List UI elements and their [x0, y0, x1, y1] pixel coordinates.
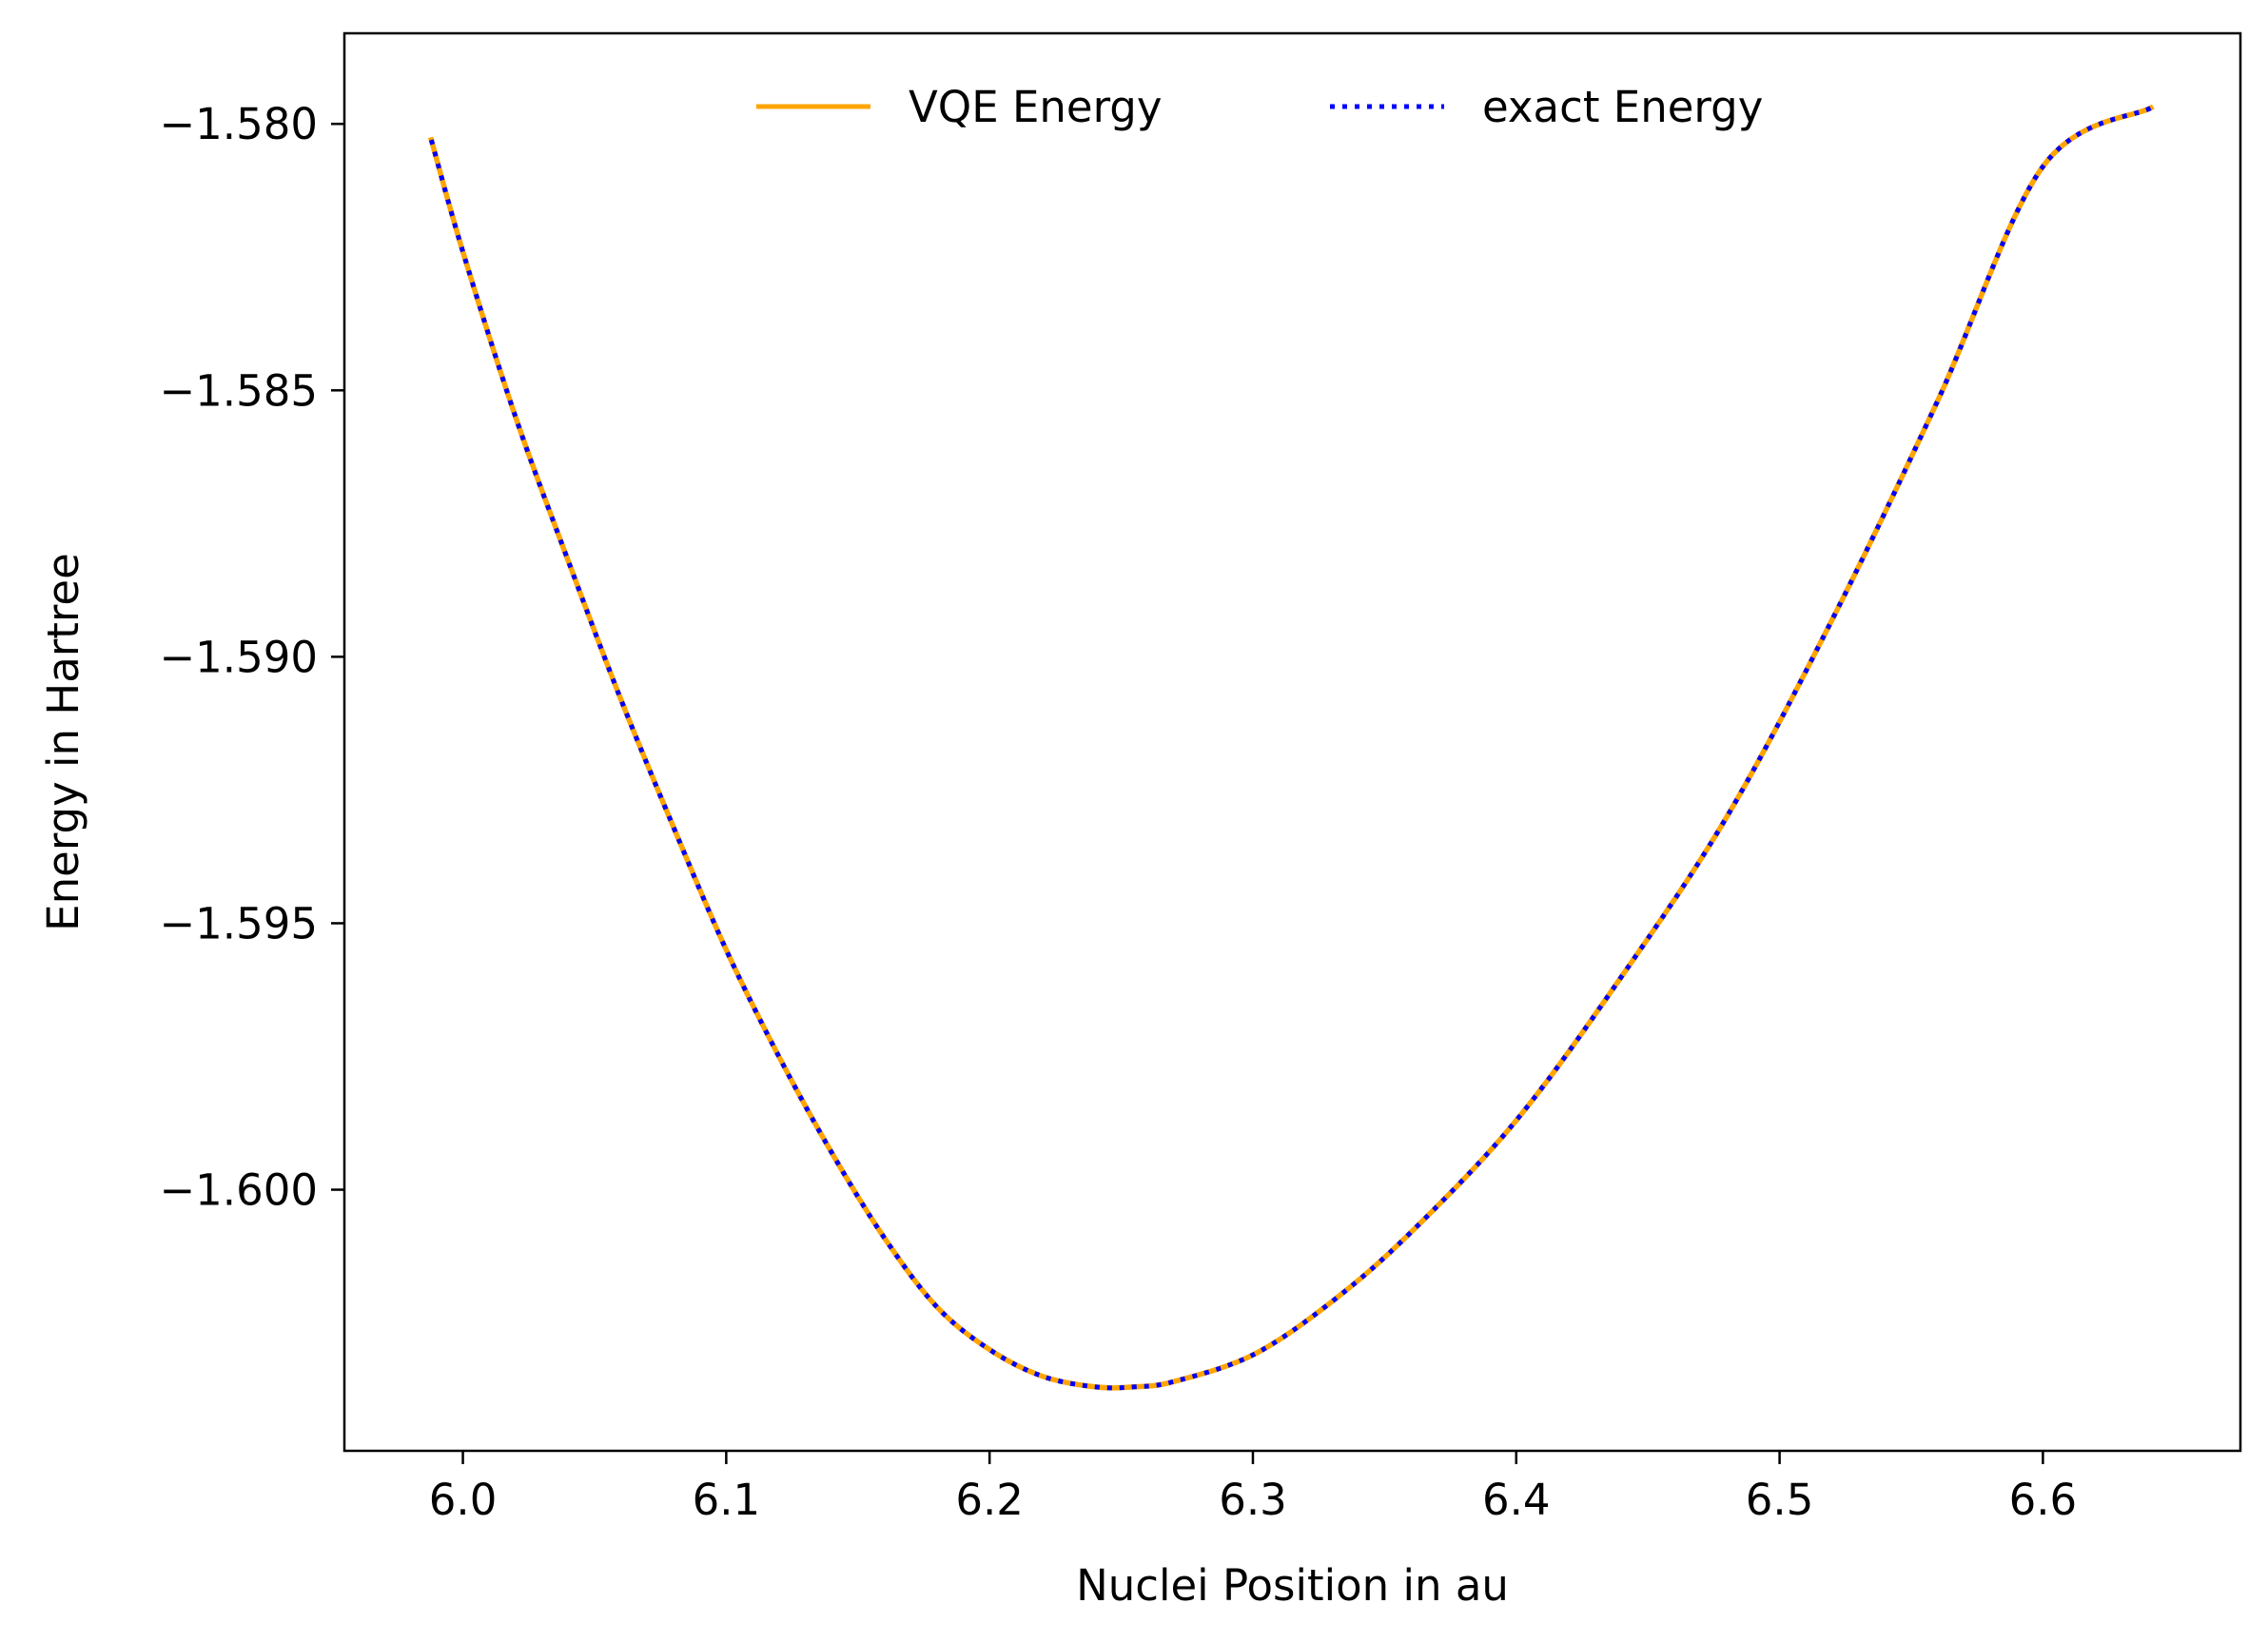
x-axis-label: Nuclei Position in au	[1076, 1560, 1509, 1611]
y-axis-label: Energy in Hartree	[38, 553, 88, 931]
y-tick-label: −1.590	[159, 632, 318, 682]
x-tick-label: 6.3	[1219, 1475, 1287, 1525]
series-line-exact-energy	[428, 106, 2153, 1391]
legend-label: exact Energy	[1482, 82, 1763, 132]
axes-frame	[342, 31, 2242, 1453]
x-tick-label: 6.6	[2009, 1475, 2078, 1525]
y-axis: −1.580 −1.585 −1.590 −1.595 −1.600	[159, 99, 344, 1216]
y-tick-label: −1.585	[159, 365, 318, 416]
y-tick-label: −1.595	[159, 898, 318, 949]
y-tick-label: −1.600	[159, 1165, 318, 1216]
x-tick-label: 6.2	[955, 1475, 1024, 1525]
x-tick-label: 6.1	[693, 1475, 761, 1525]
x-tick-label: 6.5	[1746, 1475, 1814, 1525]
y-tick-label: −1.580	[159, 99, 318, 149]
x-tick-label: 6.4	[1482, 1475, 1551, 1525]
plot-area	[427, 104, 2155, 1391]
legend-label: VQE Energy	[909, 82, 1162, 132]
x-axis: 6.0 6.1 6.2 6.3 6.4 6.5 6.6	[429, 1451, 2077, 1525]
x-tick-label: 6.0	[429, 1475, 498, 1525]
legend: VQE Energy exact Energy	[756, 82, 1763, 132]
